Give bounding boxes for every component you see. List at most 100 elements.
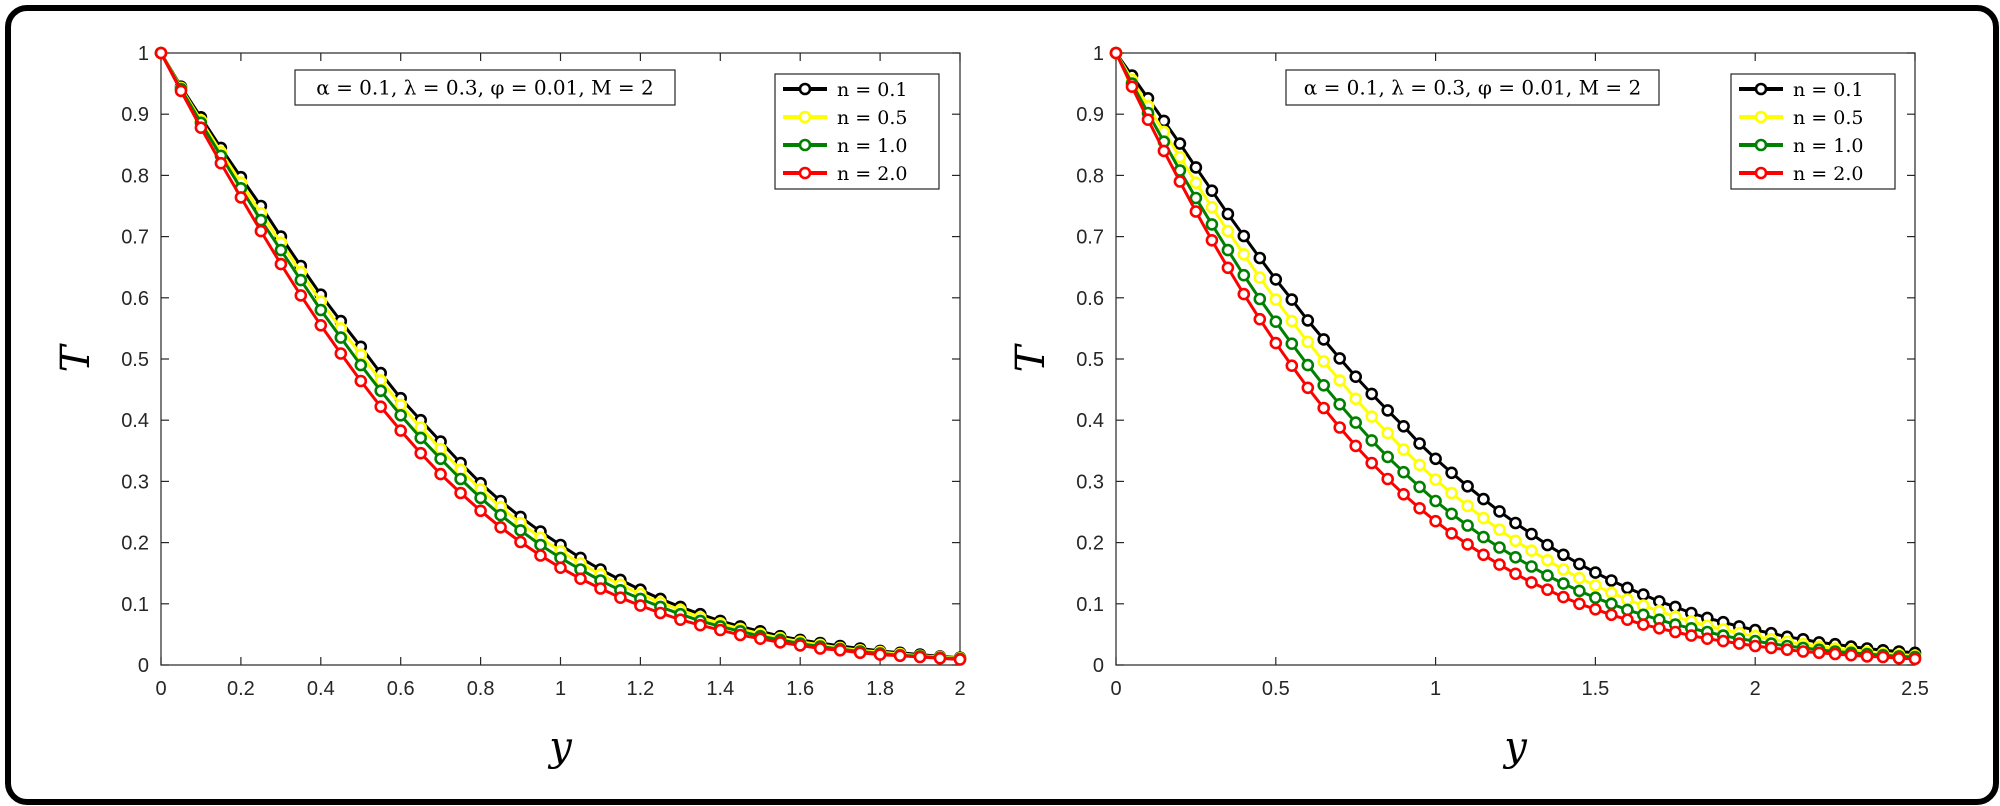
data-point [1557,590,1570,604]
data-point [1189,176,1203,189]
data-point [254,224,268,238]
legend: n = 0.1 n = 0.5 n = 1.0 n = 2.0 [774,73,940,190]
legend-entry: n = 0.5 [1739,107,1863,129]
data-point [1509,550,1522,564]
data-point [1589,602,1602,616]
data-point [953,653,967,666]
data-point [1429,514,1442,528]
data-point [893,649,907,663]
data-point [1173,137,1187,150]
data-point [434,452,447,466]
data-point [514,524,527,537]
series-4 [154,46,967,666]
data-point [514,535,527,549]
data-point [1413,480,1426,494]
data-point [1285,314,1299,328]
data-point [1349,416,1362,429]
data-point [1477,548,1490,562]
data-point [1764,641,1778,655]
data-point [194,121,208,134]
data-point [1493,505,1506,518]
y-tick-label: 0.5 [121,349,149,371]
data-point [1589,566,1602,579]
legend: n = 0.1 n = 0.5 n = 1.0 n = 2.0 [1730,73,1896,190]
x-tick-label: 0 [1110,678,1121,700]
data-point [494,520,507,534]
x-tick-label: 1.6 [786,678,814,700]
data-point [1349,439,1362,453]
data-point [1589,579,1602,592]
data-point [274,243,288,257]
data-point [1237,229,1251,243]
data-point [1748,639,1762,653]
data-point [1413,458,1426,472]
data-point [1541,538,1554,552]
x-tick-label: 2 [954,678,965,700]
data-point [1269,293,1283,306]
y-tick-label: 0.2 [1076,533,1104,555]
data-point [214,156,228,170]
data-point [454,486,467,500]
data-point [1253,251,1267,265]
data-point [354,358,368,372]
data-point [1333,352,1346,365]
data-point [1269,315,1283,329]
data-point [1732,637,1746,650]
x-tick-label: 2 [1750,678,1761,700]
data-point [1253,312,1267,326]
data-point [1908,652,1922,666]
legend-entry: n = 0.5 [783,107,907,129]
data-point [474,491,487,505]
data-point [1429,494,1442,508]
data-point [1573,597,1586,611]
y-axis-label: T [1008,342,1054,372]
legend-label: n = 0.1 [1793,79,1863,101]
data-point [1509,516,1522,530]
data-point [1589,591,1602,605]
y-tick-label: 0.6 [1076,288,1104,310]
data-point [1381,472,1394,486]
data-point [1333,374,1346,387]
data-point [1381,450,1394,464]
data-point [1349,370,1362,384]
data-point [454,472,467,486]
data-point [733,628,747,642]
data-point [1381,426,1394,440]
data-point [1541,553,1554,567]
data-point [1461,499,1474,513]
legend-swatch-marker [798,166,812,180]
data-point [1189,205,1203,218]
data-point [1844,648,1858,662]
data-point [1221,243,1235,257]
data-point [1397,487,1410,501]
data-point [1780,643,1794,657]
legend-swatch-marker [1754,82,1768,96]
data-point [1205,184,1219,197]
data-point [1317,355,1330,368]
data-point [414,421,428,434]
data-point [1637,588,1650,601]
data-point [1317,401,1330,415]
data-point [813,642,827,655]
data-point [1237,268,1251,282]
legend-label: n = 0.1 [837,79,907,101]
legend-label: n = 0.5 [837,107,907,129]
data-point [574,572,587,586]
data-point [1876,650,1890,664]
chart-panel-2: 0 0.5 1 1.5 2 2.5 0 0.1 0.2 0.3 0.4 0.5 0.6 0.7 0.8 0.9… [1008,43,1929,770]
data-point [1509,567,1522,581]
data-point [1605,608,1618,622]
data-point [1365,387,1378,401]
data-point [334,331,348,344]
data-point [1269,273,1283,286]
data-point [1253,271,1267,284]
data-point [793,639,807,652]
x-tick-label: 0.8 [467,678,495,700]
data-point [1205,200,1219,214]
data-point [1541,569,1554,582]
data-point [1525,560,1538,573]
data-point [494,508,507,522]
y-tick-label: 0 [1093,655,1104,677]
data-point [1397,465,1410,479]
data-point [1237,248,1251,261]
